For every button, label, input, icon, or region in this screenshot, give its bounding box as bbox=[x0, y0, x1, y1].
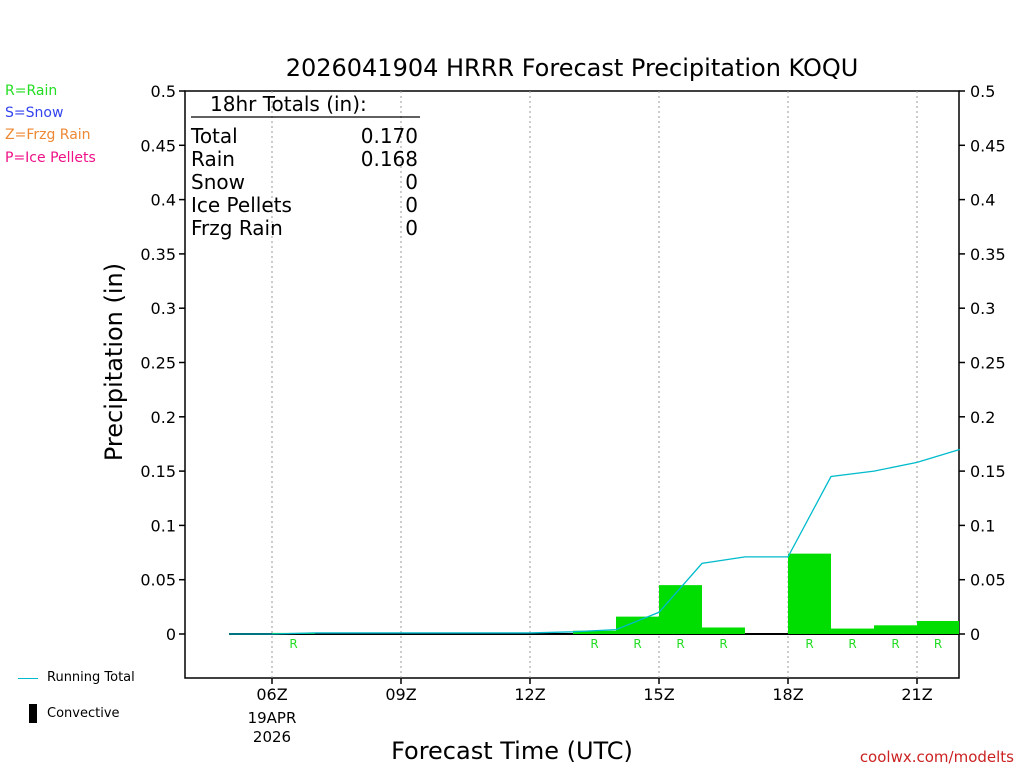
precip-bar bbox=[573, 630, 616, 634]
y-tick-label: 0.15 bbox=[970, 462, 1006, 481]
legend-ice-pellets: P=Ice Pellets bbox=[5, 150, 96, 166]
convective-legend-label: Convective bbox=[47, 706, 120, 721]
y-tick-label: 0.35 bbox=[140, 245, 176, 264]
chart-title: 2026041904 HRRR Forecast Precipitation K… bbox=[286, 54, 859, 82]
totals-box: 18hr Totals (in): Total 0.170 Rain 0.168 Snow… bbox=[190, 92, 420, 240]
totals-header: 18hr Totals (in): bbox=[210, 92, 367, 116]
y-tick-label: 0 bbox=[970, 625, 980, 644]
totals-row-value: 0.170 bbox=[361, 124, 418, 148]
precip-bar bbox=[659, 585, 702, 634]
precip-type-label: R bbox=[633, 637, 641, 651]
precip-type-label: R bbox=[891, 637, 899, 651]
y-tick-label: 0.2 bbox=[970, 408, 995, 427]
totals-row-value: 0 bbox=[405, 170, 418, 194]
precip-bar bbox=[831, 628, 874, 634]
y-tick-label: 0.2 bbox=[151, 408, 176, 427]
convective-legend-swatch bbox=[29, 704, 37, 723]
y-tick-label: 0.05 bbox=[140, 571, 176, 590]
y-axis-left: 0 0.05 0.1 0.15 0.2 0.25 0.3 0.35 0.4 0.45 0.5 bbox=[140, 82, 185, 644]
y-tick-label: 0.15 bbox=[140, 462, 176, 481]
precip-type-label: R bbox=[289, 637, 297, 651]
y-tick-label: 0.05 bbox=[970, 571, 1006, 590]
year-label: 2026 bbox=[253, 728, 291, 746]
x-axis: 06Z 09Z 12Z 15Z 18Z 21Z bbox=[256, 678, 933, 704]
totals-row-value: 0.168 bbox=[361, 147, 418, 171]
date-label: 19APR bbox=[248, 709, 297, 727]
running-total-legend-label: Running Total bbox=[47, 670, 135, 685]
totals-row-label: Frzg Rain bbox=[191, 216, 283, 240]
y-tick-label: 0.3 bbox=[970, 299, 995, 318]
precip-type-label: R bbox=[848, 637, 856, 651]
x-tick-label: 06Z bbox=[256, 685, 287, 704]
y-tick-label: 0.4 bbox=[151, 191, 176, 210]
credit-text: coolwx.com/modelts bbox=[860, 748, 1014, 766]
y-axis-label: Precipitation (in) bbox=[100, 263, 128, 461]
running-total-line bbox=[229, 448, 961, 635]
y-tick-label: 0.35 bbox=[970, 245, 1006, 264]
y-tick-label: 0.25 bbox=[140, 354, 176, 373]
precip-bars bbox=[229, 553, 959, 635]
totals-row-label: Snow bbox=[191, 170, 245, 194]
y-tick-label: 0.1 bbox=[151, 516, 176, 535]
totals-row-label: Total bbox=[190, 124, 238, 148]
y-tick-label: 0.3 bbox=[151, 299, 176, 318]
x-tick-label: 09Z bbox=[385, 685, 416, 704]
totals-row-value: 0 bbox=[405, 216, 418, 240]
x-axis-label: Forecast Time (UTC) bbox=[391, 737, 633, 765]
totals-row-label: Rain bbox=[191, 147, 235, 171]
y-axis-right: 0 0.05 0.1 0.15 0.2 0.25 0.3 0.35 0.4 0.45 0.5 bbox=[959, 82, 1006, 644]
y-tick-label: 0.1 bbox=[970, 516, 995, 535]
x-tick-label: 15Z bbox=[643, 685, 674, 704]
running-total-series bbox=[229, 448, 961, 635]
legend-snow: S=Snow bbox=[5, 105, 64, 121]
y-tick-label: 0.25 bbox=[970, 354, 1006, 373]
precip-type-label: R bbox=[590, 637, 598, 651]
precip-bar bbox=[874, 625, 917, 634]
legend-frzg-rain: Z=Frzg Rain bbox=[5, 127, 91, 143]
legend-rain: R=Rain bbox=[5, 83, 58, 99]
x-tick-label: 12Z bbox=[514, 685, 545, 704]
y-tick-label: 0.5 bbox=[970, 82, 995, 101]
y-tick-label: 0.45 bbox=[970, 136, 1006, 155]
precip-bar bbox=[788, 553, 831, 634]
precip-type-label: R bbox=[719, 637, 727, 651]
y-tick-label: 0.5 bbox=[151, 82, 176, 101]
precip-type-label: R bbox=[934, 637, 942, 651]
precip-bar bbox=[917, 620, 959, 634]
y-tick-label: 0.4 bbox=[970, 191, 995, 210]
plot-frame bbox=[184, 90, 960, 679]
precip-type-label: R bbox=[805, 637, 813, 651]
precip-bar bbox=[702, 627, 745, 634]
x-tick-label: 18Z bbox=[772, 685, 803, 704]
x-tick-label: 21Z bbox=[901, 685, 932, 704]
totals-row-value: 0 bbox=[405, 193, 418, 217]
totals-row-label: Ice Pellets bbox=[191, 193, 292, 217]
precip-type-label: R bbox=[676, 637, 684, 651]
running-total-legend-swatch bbox=[18, 678, 38, 679]
y-tick-label: 0.45 bbox=[140, 136, 176, 155]
y-tick-label: 0 bbox=[166, 625, 176, 644]
precip-bar bbox=[616, 616, 659, 634]
